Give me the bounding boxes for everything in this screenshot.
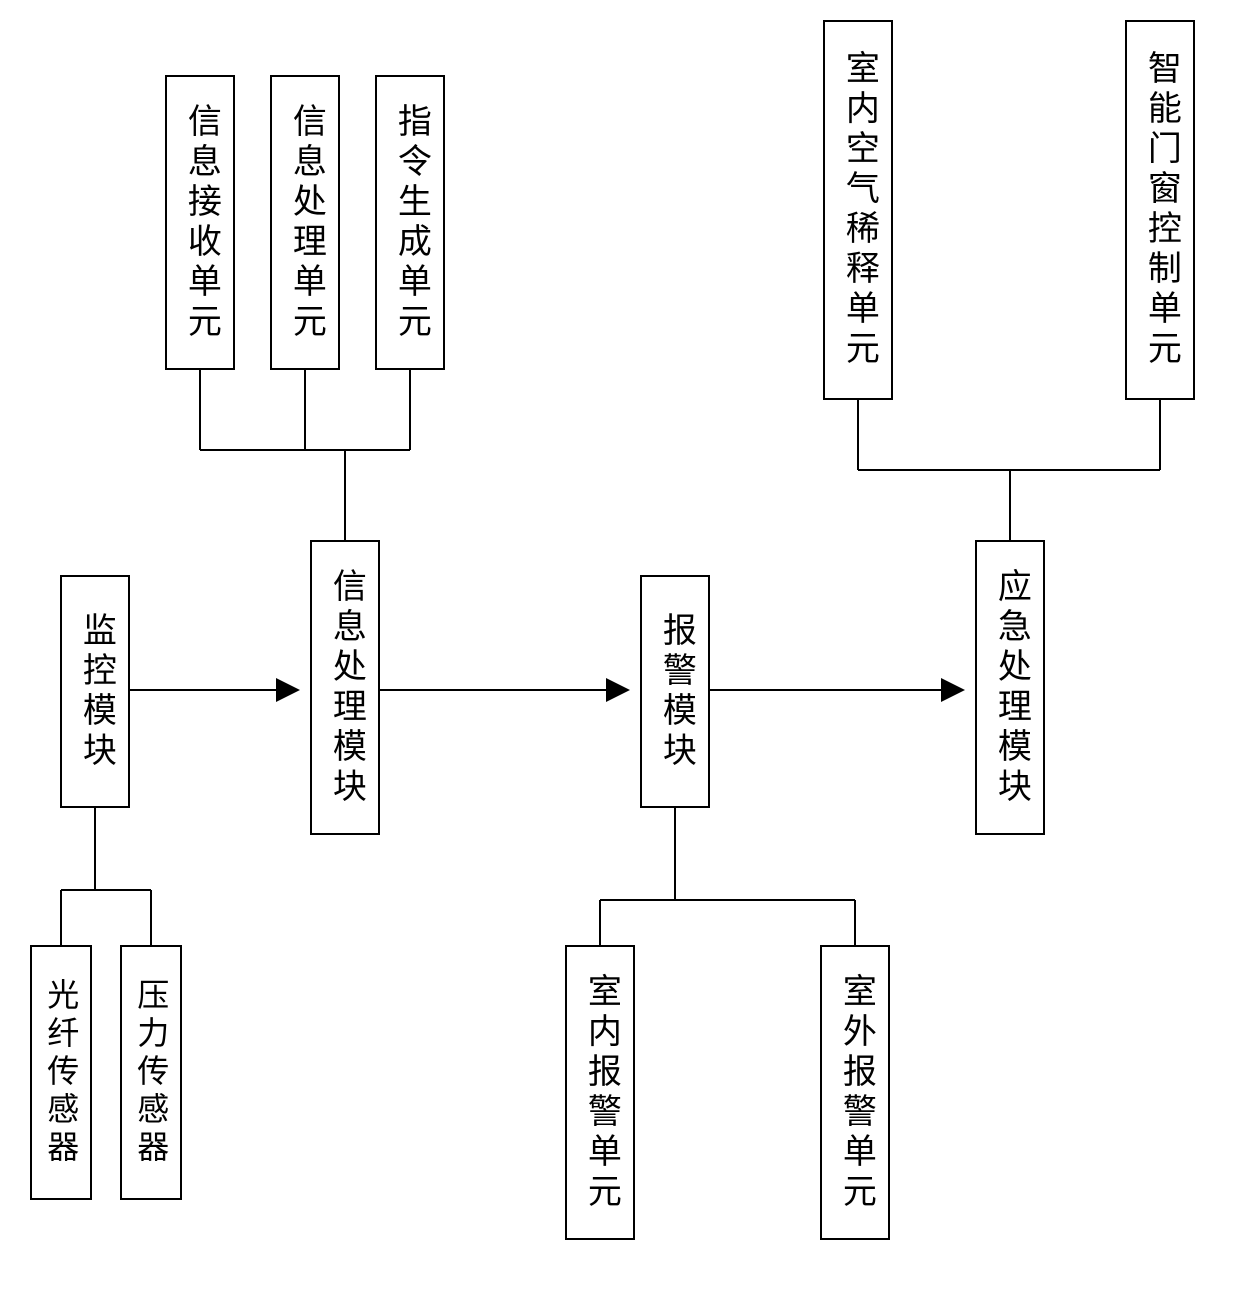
info-receive-unit-label: 信息接收单元 [180, 103, 221, 343]
pressure-sensor-box: 压力传感器 [120, 945, 182, 1200]
info-process-unit-label: 信息处理单元 [285, 103, 326, 343]
info-process-module-label: 信息处理模块 [325, 568, 366, 808]
cmd-generate-unit-label: 指令生成单元 [390, 103, 431, 343]
info-receive-unit-box: 信息接收单元 [165, 75, 235, 370]
monitor-module-label: 监控模块 [75, 612, 116, 772]
air-dilution-unit-label: 室内空气稀释单元 [838, 50, 879, 370]
fiber-sensor-box: 光纤传感器 [30, 945, 92, 1200]
emergency-module-label: 应急处理模块 [990, 568, 1031, 808]
alarm-module-box: 报警模块 [640, 575, 710, 808]
emergency-module-box: 应急处理模块 [975, 540, 1045, 835]
outdoor-alarm-unit-label: 室外报警单元 [835, 973, 876, 1213]
air-dilution-unit-box: 室内空气稀释单元 [823, 20, 893, 400]
indoor-alarm-unit-box: 室内报警单元 [565, 945, 635, 1240]
cmd-generate-unit-box: 指令生成单元 [375, 75, 445, 370]
monitor-module-box: 监控模块 [60, 575, 130, 808]
pressure-sensor-label: 压力传感器 [132, 978, 170, 1168]
indoor-alarm-unit-label: 室内报警单元 [580, 973, 621, 1213]
smart-door-window-unit-box: 智能门窗控制单元 [1125, 20, 1195, 400]
alarm-module-label: 报警模块 [655, 612, 696, 772]
info-process-unit-box: 信息处理单元 [270, 75, 340, 370]
fiber-sensor-label: 光纤传感器 [42, 978, 80, 1168]
info-process-module-box: 信息处理模块 [310, 540, 380, 835]
smart-door-window-unit-label: 智能门窗控制单元 [1140, 50, 1181, 370]
outdoor-alarm-unit-box: 室外报警单元 [820, 945, 890, 1240]
